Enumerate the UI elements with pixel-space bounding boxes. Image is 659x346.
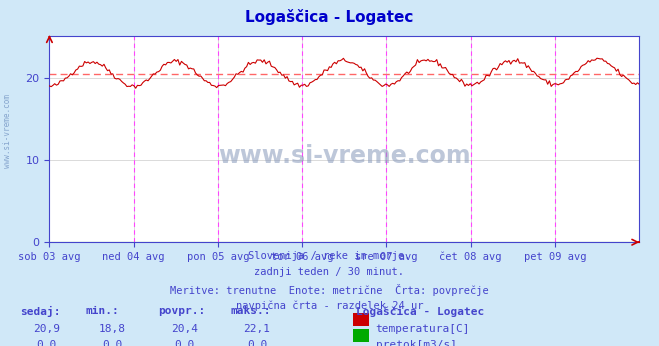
Text: pretok[m3/s]: pretok[m3/s] xyxy=(376,340,457,346)
Text: Logaščica - Logatec: Logaščica - Logatec xyxy=(245,9,414,25)
Text: www.si-vreme.com: www.si-vreme.com xyxy=(218,144,471,168)
Text: 0,0: 0,0 xyxy=(102,340,122,346)
Text: www.si-vreme.com: www.si-vreme.com xyxy=(3,94,13,169)
Text: povpr.:: povpr.: xyxy=(158,306,206,316)
Text: 0,0: 0,0 xyxy=(36,340,56,346)
Text: 20,9: 20,9 xyxy=(33,324,59,334)
Text: 22,1: 22,1 xyxy=(244,324,270,334)
Text: temperatura[C]: temperatura[C] xyxy=(376,324,470,334)
Text: 18,8: 18,8 xyxy=(99,324,125,334)
Text: 20,4: 20,4 xyxy=(171,324,198,334)
Text: sedaj:: sedaj: xyxy=(20,306,60,317)
Text: zadnji teden / 30 minut.: zadnji teden / 30 minut. xyxy=(254,267,405,277)
Text: 0,0: 0,0 xyxy=(175,340,194,346)
Text: 0,0: 0,0 xyxy=(247,340,267,346)
Text: Logaščica - Logatec: Logaščica - Logatec xyxy=(356,306,484,317)
Text: maks.:: maks.: xyxy=(231,306,271,316)
Text: min.:: min.: xyxy=(86,306,119,316)
Text: Meritve: trenutne  Enote: metrične  Črta: povprečje: Meritve: trenutne Enote: metrične Črta: … xyxy=(170,284,489,296)
Text: navpična črta - razdelek 24 ur: navpična črta - razdelek 24 ur xyxy=(236,301,423,311)
Text: Slovenija / reke in morje.: Slovenija / reke in morje. xyxy=(248,251,411,261)
